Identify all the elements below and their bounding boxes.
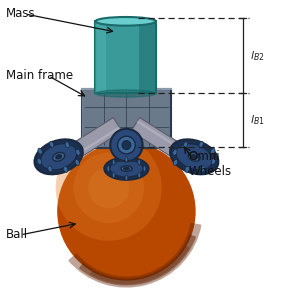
Text: Mass: Mass <box>6 7 35 20</box>
Ellipse shape <box>56 155 62 159</box>
Ellipse shape <box>65 142 70 148</box>
Ellipse shape <box>75 160 80 165</box>
Text: Omni
Wheels: Omni Wheels <box>188 150 231 178</box>
Ellipse shape <box>211 148 215 154</box>
Polygon shape <box>131 118 196 167</box>
Ellipse shape <box>188 152 200 161</box>
Circle shape <box>57 142 196 281</box>
Polygon shape <box>136 120 194 158</box>
Ellipse shape <box>107 166 110 171</box>
Ellipse shape <box>211 158 216 164</box>
Ellipse shape <box>112 172 115 178</box>
Ellipse shape <box>104 157 148 180</box>
Ellipse shape <box>183 142 188 148</box>
Ellipse shape <box>95 90 156 97</box>
Ellipse shape <box>125 175 128 181</box>
FancyBboxPatch shape <box>139 21 156 94</box>
Ellipse shape <box>37 158 42 164</box>
Ellipse shape <box>170 139 218 174</box>
Polygon shape <box>128 133 130 166</box>
FancyBboxPatch shape <box>95 21 156 94</box>
Ellipse shape <box>199 141 203 147</box>
Text: $l_{B1}$: $l_{B1}$ <box>250 113 265 127</box>
Ellipse shape <box>176 144 212 170</box>
Circle shape <box>74 152 144 223</box>
Ellipse shape <box>143 166 146 171</box>
Ellipse shape <box>48 166 52 172</box>
Circle shape <box>122 141 131 149</box>
Ellipse shape <box>121 166 132 171</box>
Ellipse shape <box>125 157 128 162</box>
Ellipse shape <box>138 172 141 178</box>
Text: Main frame: Main frame <box>6 69 73 82</box>
Ellipse shape <box>34 139 83 174</box>
Circle shape <box>110 129 142 161</box>
Polygon shape <box>57 118 122 167</box>
Ellipse shape <box>124 167 129 170</box>
Ellipse shape <box>185 166 189 172</box>
Polygon shape <box>63 126 120 164</box>
Text: Ball: Ball <box>6 229 28 242</box>
Text: $l_{B2}$: $l_{B2}$ <box>250 49 265 63</box>
Ellipse shape <box>191 155 197 159</box>
Ellipse shape <box>52 152 65 161</box>
Polygon shape <box>120 133 133 166</box>
FancyBboxPatch shape <box>95 21 106 94</box>
Ellipse shape <box>40 144 77 170</box>
Ellipse shape <box>138 159 141 165</box>
Ellipse shape <box>110 160 143 177</box>
Ellipse shape <box>112 159 115 165</box>
Ellipse shape <box>50 141 54 147</box>
FancyBboxPatch shape <box>82 89 171 148</box>
Ellipse shape <box>173 160 178 165</box>
Ellipse shape <box>38 148 42 154</box>
Circle shape <box>118 136 135 154</box>
Ellipse shape <box>201 166 205 172</box>
Circle shape <box>56 135 162 241</box>
Ellipse shape <box>76 149 80 155</box>
Circle shape <box>88 167 129 208</box>
Ellipse shape <box>95 17 156 26</box>
Ellipse shape <box>64 166 68 172</box>
Ellipse shape <box>173 149 177 155</box>
